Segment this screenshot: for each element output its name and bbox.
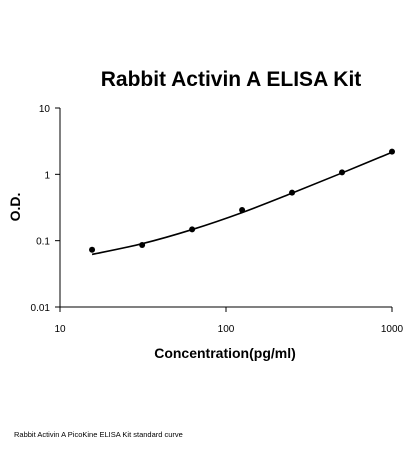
- y-tick-label: 0.1: [36, 237, 50, 248]
- data-point: [289, 189, 296, 196]
- plot-area: 0.01 0.1 1 10 10 100 1000: [31, 104, 404, 335]
- figure-caption: Rabbit Activin A PicoKine ELISA Kit stan…: [14, 430, 183, 439]
- x-tick-label: 1000: [381, 324, 404, 335]
- y-tick-label: 0.01: [31, 303, 51, 314]
- data-point: [139, 242, 146, 249]
- y-tick-label: 10: [39, 104, 51, 115]
- x-axis-ticks: 10 100 1000: [54, 307, 404, 335]
- data-point: [239, 206, 246, 213]
- data-point: [89, 246, 96, 253]
- fit-curve-layer: [91, 151, 393, 256]
- data-point: [389, 148, 395, 155]
- data-point: [339, 169, 346, 176]
- y-axis-ticks: 0.01 0.1 1 10: [31, 104, 60, 314]
- y-tick-label: 1: [44, 170, 50, 181]
- x-tick-label: 10: [54, 324, 66, 335]
- data-point: [189, 226, 196, 233]
- x-tick-label: 100: [218, 324, 235, 335]
- data-points-layer: [89, 148, 395, 253]
- fit-curve: [91, 151, 393, 256]
- x-axis-label: Concentration(pg/ml): [154, 345, 296, 361]
- y-axis-label: O.D.: [7, 193, 23, 222]
- chart-title: Rabbit Activin A ELISA Kit: [101, 68, 362, 91]
